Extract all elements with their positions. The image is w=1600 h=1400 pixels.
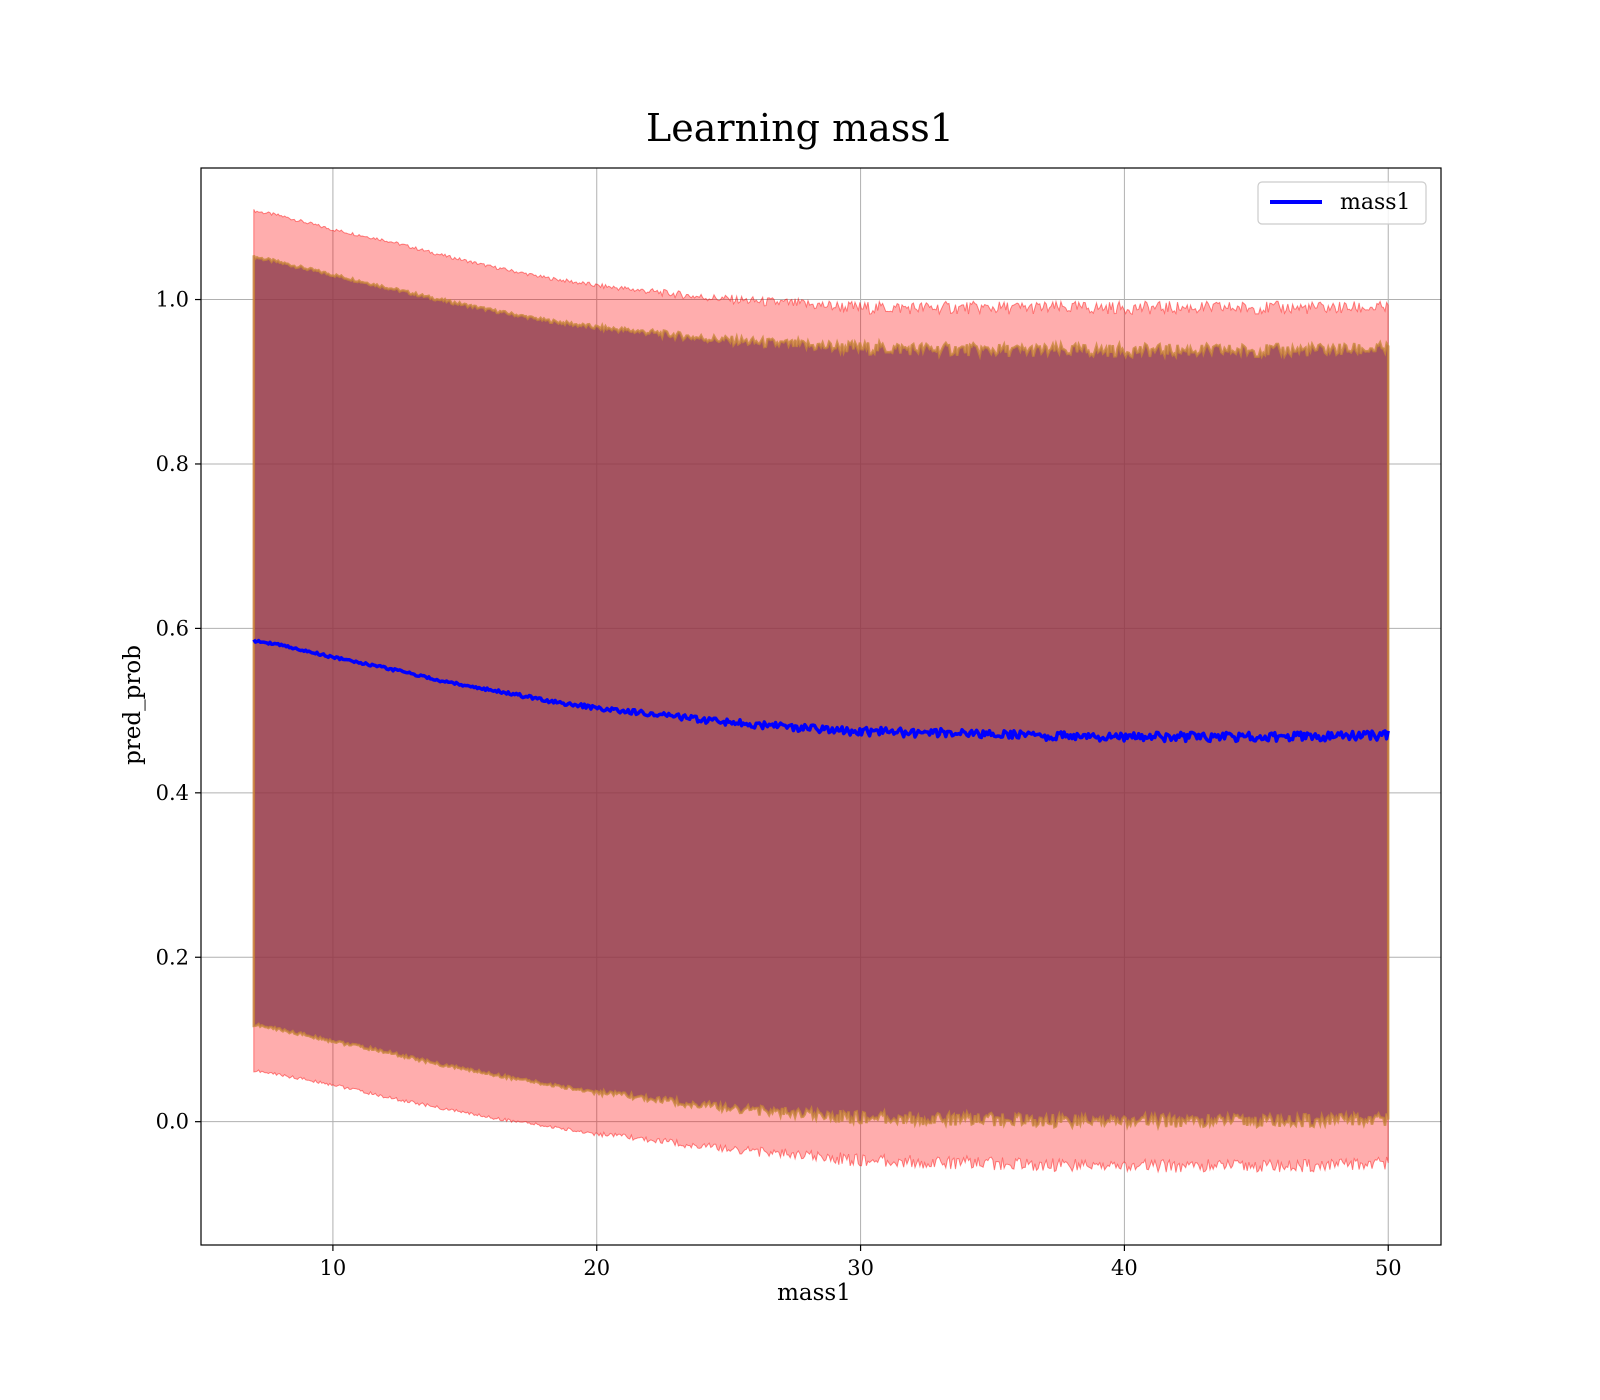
series-line-mass1 — [252, 638, 1390, 744]
x-tick-label: 50 — [1375, 1256, 1402, 1280]
confidence-bands — [252, 209, 1390, 1174]
x-tick-label: 20 — [583, 1256, 610, 1280]
y-tick-label: 0.4 — [156, 781, 189, 805]
x-tick-label: 40 — [1111, 1256, 1138, 1280]
plot-frame — [200, 167, 1442, 1246]
x-tick-label: 30 — [847, 1256, 874, 1280]
x-axis: 10 20 30 40 50 — [320, 1245, 1402, 1280]
y-tick-label: 0.8 — [156, 452, 189, 476]
legend: mass1 — [1257, 181, 1427, 225]
y-tick-label: 0.6 — [156, 616, 189, 640]
y-axis-label: pred_prob — [120, 645, 146, 765]
legend-box — [1257, 181, 1427, 225]
x-axis-label: mass1 — [777, 1280, 851, 1306]
y-axis: 0.0 0.2 0.4 0.6 0.8 1.0 — [156, 288, 201, 1134]
chart-title: Learning mass1 — [646, 106, 954, 150]
y-tick-label: 0.2 — [156, 945, 189, 969]
x-tick-label: 10 — [320, 1256, 347, 1280]
series-layer — [252, 638, 1390, 744]
y-tick-label: 1.0 — [156, 288, 189, 312]
y-tick-label: 0.0 — [156, 1110, 189, 1134]
inner-band — [252, 254, 1390, 1132]
legend-label-mass1: mass1 — [1340, 190, 1411, 215]
